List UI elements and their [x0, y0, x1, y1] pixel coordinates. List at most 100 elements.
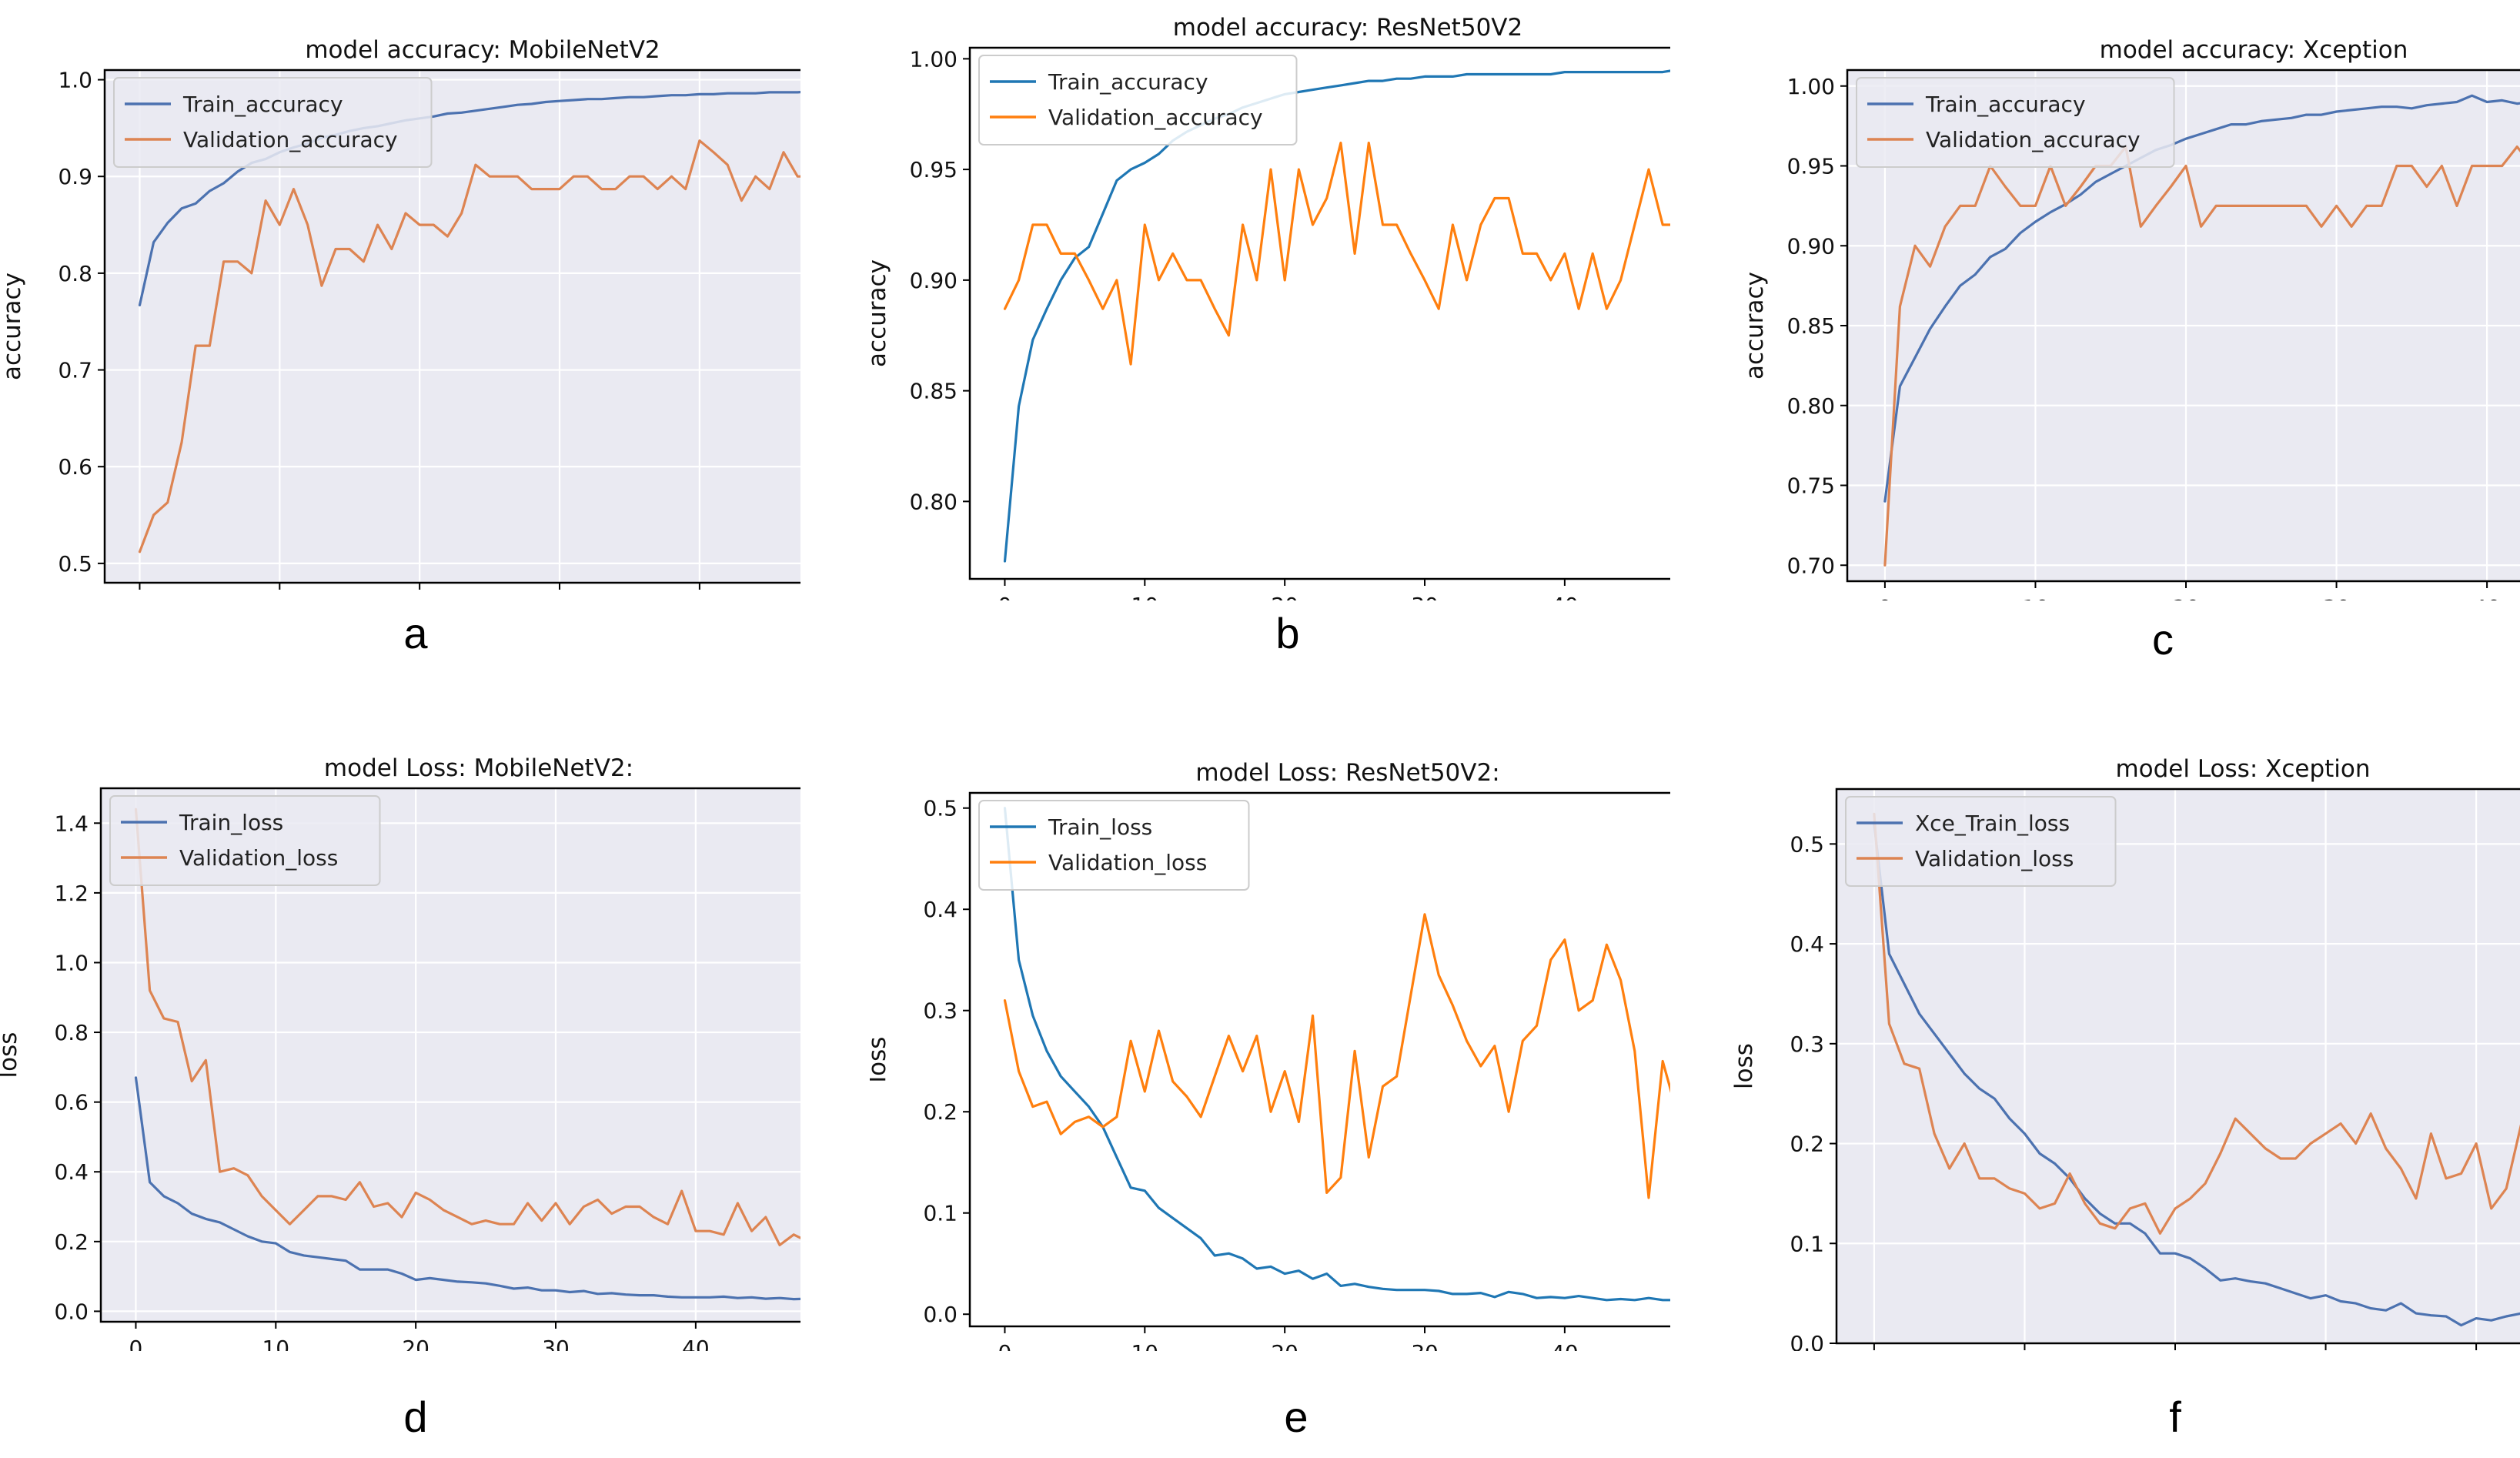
y-tick-label: 0.6 — [58, 454, 92, 480]
y-tick-label: 0.80 — [1787, 393, 1835, 419]
y-tick-label: 0.2 — [54, 1229, 89, 1255]
x-tick-label: 0 — [1878, 595, 1892, 600]
x-tick-label: 40 — [686, 597, 714, 600]
legend-label: Validation_loss — [1048, 850, 1207, 875]
y-axis-label: loss — [0, 1032, 22, 1078]
chart-title: model Loss: ResNet50V2: — [1195, 759, 1499, 787]
chart-panel-d: 010203040500.00.20.40.60.81.01.21.4model… — [0, 754, 800, 1351]
y-tick-label: 0.7 — [58, 358, 92, 383]
y-tick-label: 1.2 — [54, 881, 89, 906]
series-line-train-loss — [1003, 807, 1670, 1302]
x-tick-label: 30 — [1411, 1340, 1439, 1351]
y-tick-label: 0.95 — [1787, 154, 1835, 179]
y-tick-label: 0.80 — [910, 489, 958, 514]
y-tick-label: 0.85 — [1787, 313, 1835, 339]
chart-title: model Loss: Xception — [2115, 755, 2370, 783]
y-tick-label: 0.4 — [1790, 931, 1824, 957]
y-tick-label: 0.3 — [1790, 1032, 1824, 1057]
x-tick-label: 20 — [406, 597, 433, 600]
y-tick-label: 0.3 — [923, 998, 958, 1024]
y-tick-label: 0.2 — [1790, 1132, 1824, 1157]
y-tick-label: 0.75 — [1787, 473, 1835, 499]
plot-frame — [103, 69, 800, 584]
y-tick-label: 0.0 — [54, 1299, 89, 1324]
panel-letter-c: c — [2152, 615, 2174, 664]
y-tick-label: 0.5 — [1790, 831, 1824, 857]
y-tick-label: 0.95 — [910, 157, 958, 182]
x-tick-label: 10 — [1131, 1340, 1158, 1351]
x-tick-label: 0 — [998, 593, 1012, 600]
y-tick-label: 1.4 — [54, 811, 89, 836]
y-tick-label: 0.70 — [1787, 553, 1835, 578]
plot-frame — [968, 791, 1670, 1328]
legend-box — [978, 800, 1250, 891]
series-line-validation-loss — [1003, 913, 1670, 1199]
y-tick-label: 0.85 — [910, 379, 958, 404]
plot-frame — [1835, 788, 2520, 1345]
chart-title: model Loss: MobileNetV2: — [324, 754, 633, 782]
panel-letter-a: a — [403, 609, 428, 657]
y-tick-label: 0.4 — [923, 897, 958, 922]
y-axis-label: accuracy — [0, 273, 26, 380]
chart-title: model accuracy: MobileNetV2 — [305, 36, 660, 64]
y-tick-label: 0.8 — [58, 261, 92, 286]
series-line-validation-accuracy — [1883, 145, 2520, 567]
y-tick-label: 1.0 — [58, 68, 92, 93]
y-tick-label: 0.5 — [58, 551, 92, 577]
chart-panel-c: 010203040500.700.750.800.850.900.951.00m… — [1741, 36, 2520, 600]
x-tick-label: 30 — [542, 1336, 570, 1351]
x-tick-label: 20 — [1271, 593, 1298, 600]
x-tick-label: 40 — [2473, 595, 2501, 600]
panel-letter-d: d — [403, 1393, 428, 1441]
x-tick-label: 0 — [998, 1340, 1012, 1351]
x-tick-label: 40 — [1551, 1340, 1579, 1351]
x-tick-label: 20 — [2172, 595, 2200, 600]
y-tick-label: 0.6 — [54, 1090, 89, 1115]
legend-box — [1845, 796, 2117, 887]
legend-box — [113, 77, 433, 168]
plot-frame — [99, 787, 800, 1323]
x-tick-label: 10 — [266, 597, 293, 600]
x-tick-label: 0 — [133, 597, 147, 600]
legend-label: Validation_accuracy — [1048, 105, 1263, 130]
chart-title: model accuracy: ResNet50V2 — [1173, 14, 1522, 42]
legend-label: Train_accuracy — [182, 92, 343, 117]
series-line-validation-accuracy — [1003, 142, 1670, 366]
x-tick-label: 10 — [262, 1336, 289, 1351]
legend-label: Validation_loss — [179, 845, 338, 871]
legend-label: Train_loss — [179, 810, 283, 835]
y-tick-label: 0.90 — [1787, 233, 1835, 259]
legend-label: Validation_accuracy — [183, 127, 398, 152]
x-tick-label: 20 — [402, 1336, 429, 1351]
series-line-train-accuracy — [1003, 69, 1670, 563]
legend-box — [978, 55, 1298, 145]
series-line-train-loss — [134, 1076, 800, 1301]
y-tick-label: 0.0 — [923, 1302, 958, 1327]
y-tick-label: 0.1 — [923, 1201, 958, 1226]
y-tick-label: 1.00 — [910, 46, 958, 72]
x-tick-label: 10 — [2022, 595, 2050, 600]
series-line-validation-loss — [134, 808, 800, 1247]
panel-letter-f: f — [2169, 1393, 2181, 1441]
legend-box — [109, 795, 381, 886]
y-tick-label: 0.4 — [54, 1159, 89, 1185]
x-tick-label: 30 — [1411, 593, 1439, 600]
x-tick-label: 40 — [1551, 593, 1579, 600]
legend-box — [1856, 77, 2175, 168]
y-axis-label: loss — [870, 1037, 891, 1083]
series-line-validation-accuracy — [138, 139, 800, 553]
y-axis-label: accuracy — [1741, 272, 1769, 380]
series-line-train-accuracy — [1883, 94, 2520, 503]
x-tick-label: 40 — [682, 1336, 710, 1351]
y-tick-label: 1.00 — [1787, 74, 1835, 99]
chart-title: model accuracy: Xception — [2100, 36, 2408, 64]
x-tick-label: 30 — [2323, 595, 2351, 600]
y-tick-label: 0.1 — [1790, 1231, 1824, 1256]
panel-letter-b: b — [1275, 609, 1300, 657]
x-tick-label: 20 — [1271, 1340, 1298, 1351]
legend-label: Validation_loss — [1915, 846, 2074, 871]
y-axis-label: accuracy — [870, 259, 891, 367]
